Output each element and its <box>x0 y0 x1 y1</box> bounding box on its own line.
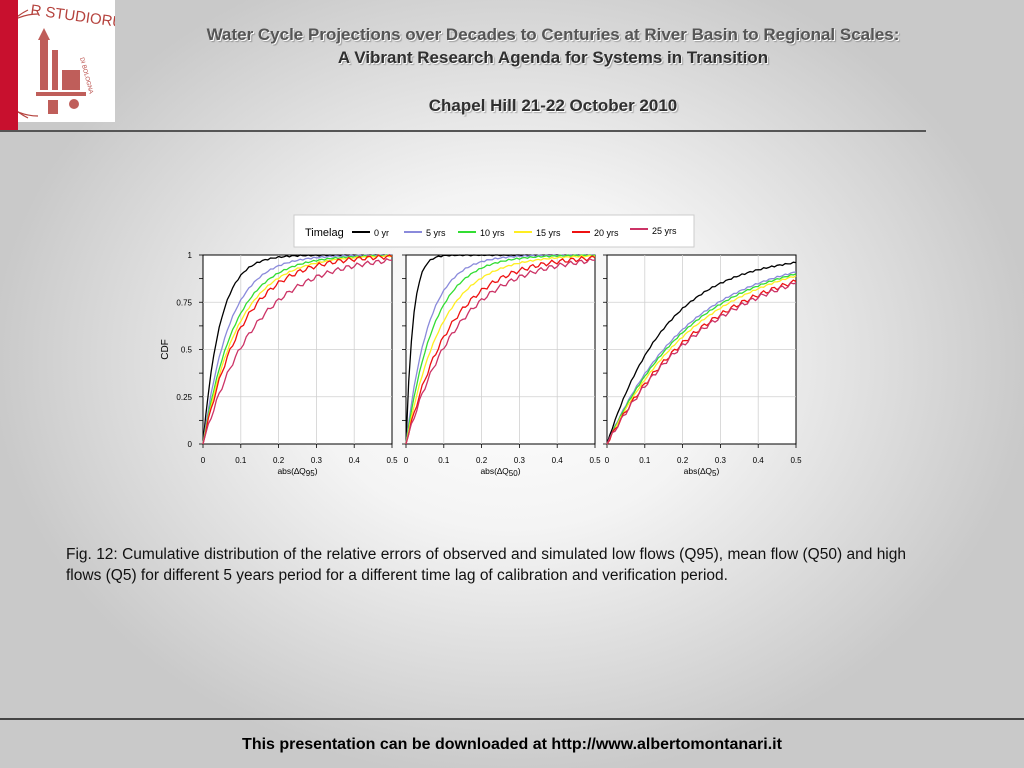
panel-0-series-4 <box>202 254 393 445</box>
header-title-line2: A Vibrant Research Agenda for Systems in… <box>337 48 769 67</box>
panel-2-xtick-label-4: 0.4 <box>753 456 765 465</box>
panel-2-xlabel: abs(∆Q5) <box>684 466 720 478</box>
panel-0-xtick-label-5: 0.5 <box>386 456 398 465</box>
panel-1-xtick-label-0: 0 <box>404 456 409 465</box>
legend-label-2: 10 yrs <box>480 228 505 238</box>
panel-0-xtick-label-2: 0.2 <box>273 456 285 465</box>
legend-label-5: 25 yrs <box>652 226 677 236</box>
panel-1-series-2 <box>405 254 596 445</box>
panel-2-xtick-label-5: 0.5 <box>790 456 802 465</box>
footer-divider <box>0 718 1024 720</box>
panel-2-xtick-label-1: 0.1 <box>639 456 651 465</box>
cdf-chart: Timelag 0 yr 5 yrs 10 yrs 15 yrs 20 yrs 25 yrs… <box>160 214 802 478</box>
y-tick-label-0: 0 <box>188 440 193 449</box>
accent-bar <box>0 0 18 131</box>
panel-2-series-0 <box>606 261 797 445</box>
y-tick-label-3: 0.75 <box>176 298 192 307</box>
y-axis-label: CDF <box>160 339 171 360</box>
panel-0-series-1 <box>202 254 393 445</box>
legend-title: Timelag <box>305 227 344 239</box>
cdf-figure: Timelag 0 yr 5 yrs 10 yrs 15 yrs 20 yrs 25 yrs… <box>0 210 1024 490</box>
panel-0-xtick-label-1: 0.1 <box>235 456 247 465</box>
header-title-line1: Water Cycle Projections over Decades to … <box>206 25 900 44</box>
panel-2-xtick-label-2: 0.2 <box>677 456 689 465</box>
panel-1-xtick-label-1: 0.1 <box>438 456 450 465</box>
panel-1-series-1 <box>405 254 595 445</box>
legend-label-1: 5 yrs <box>426 228 446 238</box>
panel-1-series-4 <box>405 255 596 445</box>
university-logo: R STUDIORUM DI BOLOGNA <box>18 0 115 122</box>
y-tick-label-2: 0.5 <box>181 346 193 355</box>
panel-1-xtick-label-5: 0.5 <box>589 456 601 465</box>
panel-2-series-5 <box>606 282 797 445</box>
panel-2-series-1 <box>606 271 797 445</box>
legend-label-3: 15 yrs <box>536 228 561 238</box>
panel-0-series-5 <box>202 257 393 445</box>
panel-0-xtick-label-4: 0.4 <box>349 456 361 465</box>
panel-1-series-3 <box>405 254 596 445</box>
y-tick-label-1: 0.25 <box>176 393 192 402</box>
legend-label-0: 0 yr <box>374 228 389 238</box>
y-tick-label-4: 1 <box>188 251 193 260</box>
header-event: Chapel Hill 21-22 October 2010 <box>428 96 678 115</box>
panel-0-xlabel: abs(∆Q95) <box>277 466 317 478</box>
panel-1-xtick-label-3: 0.3 <box>514 456 526 465</box>
panel-2-series-3 <box>606 275 797 445</box>
panel-1-xtick-label-2: 0.2 <box>476 456 488 465</box>
panel-1-xtick-label-4: 0.4 <box>552 456 564 465</box>
logo-text: R STUDIORUM <box>29 2 115 34</box>
panel-1-series-5 <box>405 257 596 445</box>
header-divider <box>0 130 926 132</box>
panel-2-xtick-label-0: 0 <box>605 456 610 465</box>
logo-subtext: DI BOLOGNA <box>78 57 93 95</box>
panel-0-xtick-label-0: 0 <box>201 456 206 465</box>
figure-caption: Fig. 12: Cumulative distribution of the … <box>66 546 906 584</box>
legend-label-4: 20 yrs <box>594 228 619 238</box>
panel-0-series-2 <box>202 254 393 445</box>
panel-0-xtick-label-3: 0.3 <box>311 456 323 465</box>
footer-download-note: This presentation can be downloaded at h… <box>242 736 782 753</box>
panel-2-series-2 <box>606 273 797 445</box>
panel-2-xtick-label-3: 0.3 <box>715 456 727 465</box>
panel-1-xlabel: abs(∆Q50) <box>480 466 520 478</box>
